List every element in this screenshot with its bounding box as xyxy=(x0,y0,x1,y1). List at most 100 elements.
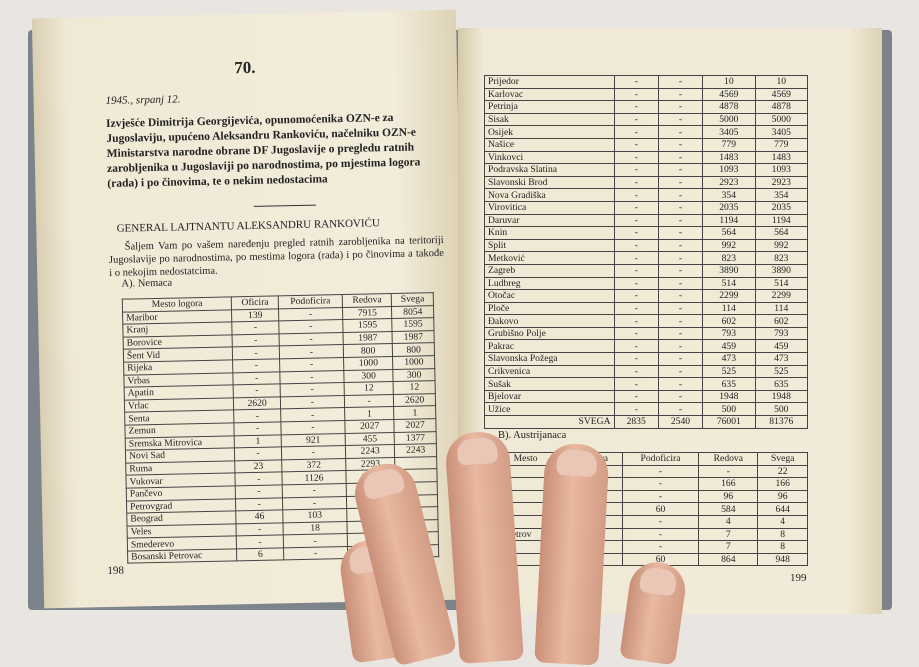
value-cell: 12 xyxy=(344,381,394,396)
table-row: Split - -992 992 xyxy=(484,238,809,253)
value-cell: 10 xyxy=(702,75,756,89)
column-header: Redova xyxy=(342,293,392,308)
place-name: Nova Gradiška xyxy=(484,188,615,202)
value-cell: 564 xyxy=(702,226,756,240)
value-cell: 6 xyxy=(236,547,284,562)
value-cell: - xyxy=(232,333,280,348)
table-row: r1-78 xyxy=(483,540,808,554)
place-name: Slavonska Požega xyxy=(484,352,615,366)
place-name: Sušak xyxy=(484,377,615,391)
value-cell: - xyxy=(657,326,704,341)
value-cell: - xyxy=(613,163,659,177)
document-date: 1945., srpanj 12. xyxy=(105,93,181,107)
value-cell: 992 xyxy=(754,238,809,253)
value-cell: 992 xyxy=(702,238,756,253)
value-cell: 644 xyxy=(757,502,808,516)
value-cell: - xyxy=(657,226,704,240)
value-cell: 2243 xyxy=(345,444,396,459)
value-cell: 1483 xyxy=(754,150,809,165)
value-cell: 12 xyxy=(393,380,436,395)
place-name: Prijedor xyxy=(484,75,615,89)
value-cell: 2027 xyxy=(394,418,437,433)
value-cell: - xyxy=(613,75,659,89)
value-cell: 2923 xyxy=(702,175,756,190)
value-cell: - xyxy=(657,339,704,354)
total-value: 76001 xyxy=(702,415,756,429)
table-austrijanaca: MestoOficiraPodoficiraRedovaSvega ibor22… xyxy=(483,452,808,567)
value-cell: - xyxy=(657,263,704,278)
value-cell: - xyxy=(657,75,704,89)
value-cell: 2035 xyxy=(754,200,809,215)
value-cell: - xyxy=(613,389,659,404)
value-cell: 3890 xyxy=(702,263,756,278)
place-name: Otočac xyxy=(484,289,615,303)
value-cell: - xyxy=(613,251,659,265)
table-row: Daruvar - -1194 1194 xyxy=(484,213,809,228)
value-cell: 60 xyxy=(621,502,700,516)
value-cell: - xyxy=(613,226,659,240)
value-cell: - xyxy=(613,188,659,202)
place-name: Sisak xyxy=(484,112,615,127)
total-value: 2835 xyxy=(613,415,659,429)
value-cell: 46 xyxy=(236,509,283,524)
value-cell: 1948 xyxy=(754,389,809,404)
table-row: Bjelovar - -1948 1948 xyxy=(484,389,809,404)
place-name: Slavonski Brod xyxy=(484,175,615,190)
place-name: Đakovo xyxy=(484,314,615,328)
right-page: Prijedor - -10 10 Karlovac - -4569 4569 Petrinja… xyxy=(458,28,882,614)
value-cell: 1377 xyxy=(394,431,437,445)
place-name: Crikvenica xyxy=(484,364,615,379)
table-row: Otočac - -2299 2299 xyxy=(484,289,809,303)
value-cell: 1 xyxy=(394,405,436,420)
value-cell: 564 xyxy=(754,226,809,240)
table-nemaca-continued: Prijedor - -10 10 Karlovac - -4569 4569 Petrinja… xyxy=(484,75,809,429)
value-cell: - xyxy=(657,200,704,215)
table-row: Nova Gradiška - -354 354 xyxy=(484,188,809,202)
total-value: 864 xyxy=(698,552,759,567)
value-cell: 635 xyxy=(754,377,809,391)
value-cell: 2027 xyxy=(344,419,395,434)
value-cell: 2620 xyxy=(233,396,281,411)
place-name: Grubišno Polje xyxy=(484,326,615,341)
value-cell: 1987 xyxy=(342,331,393,345)
place-name: Daruvar xyxy=(484,213,615,228)
value-cell: 514 xyxy=(702,276,756,291)
value-cell: 4878 xyxy=(702,100,756,114)
total-label: SVEGA xyxy=(484,415,615,429)
table-row: Metković - -823 823 xyxy=(484,251,809,265)
value-cell: - xyxy=(657,137,704,152)
value-cell: 2620 xyxy=(393,393,436,407)
value-cell: - xyxy=(621,527,700,542)
section-heading: B). Austrijanaca xyxy=(498,430,567,441)
value-cell: 1595 xyxy=(342,318,393,333)
value-cell: 459 xyxy=(754,339,809,354)
document-title: Izvješće Dimitrija Georgijevića, opunomo… xyxy=(105,111,421,190)
value-cell: - xyxy=(621,489,700,504)
value-cell: - xyxy=(232,358,280,373)
value-cell: - xyxy=(613,100,659,114)
column-header: Svega xyxy=(757,452,808,466)
value-cell: 602 xyxy=(702,314,756,328)
value-cell: 23 xyxy=(235,459,282,474)
value-cell: 354 xyxy=(702,188,756,202)
document-number: 70. xyxy=(234,57,256,78)
value-cell: - xyxy=(235,497,283,511)
table-row: Slavonski Brod - -2923 2923 xyxy=(484,175,809,190)
value-cell: 2243 xyxy=(394,443,437,458)
value-cell: 1093 xyxy=(754,163,809,177)
value-cell: 635 xyxy=(702,377,756,391)
column-header: Podoficira xyxy=(621,452,700,466)
value-cell: - xyxy=(613,276,659,291)
value-cell: - xyxy=(235,484,283,499)
value-cell: - xyxy=(657,163,704,177)
table-row: Sisak - -5000 5000 xyxy=(484,112,809,127)
table-row: Podravska Slatina - -1093 1093 xyxy=(484,163,809,177)
value-cell: - xyxy=(657,125,704,139)
value-cell: - xyxy=(657,238,704,253)
column-header: Redova xyxy=(698,452,759,466)
value-cell: - xyxy=(613,301,659,316)
table-header-row: MestoOficiraPodoficiraRedovaSvega xyxy=(483,452,808,466)
value-cell: - xyxy=(657,402,704,417)
table-row: Osijek - -3405 3405 xyxy=(484,125,809,139)
value-cell: - xyxy=(657,188,704,202)
